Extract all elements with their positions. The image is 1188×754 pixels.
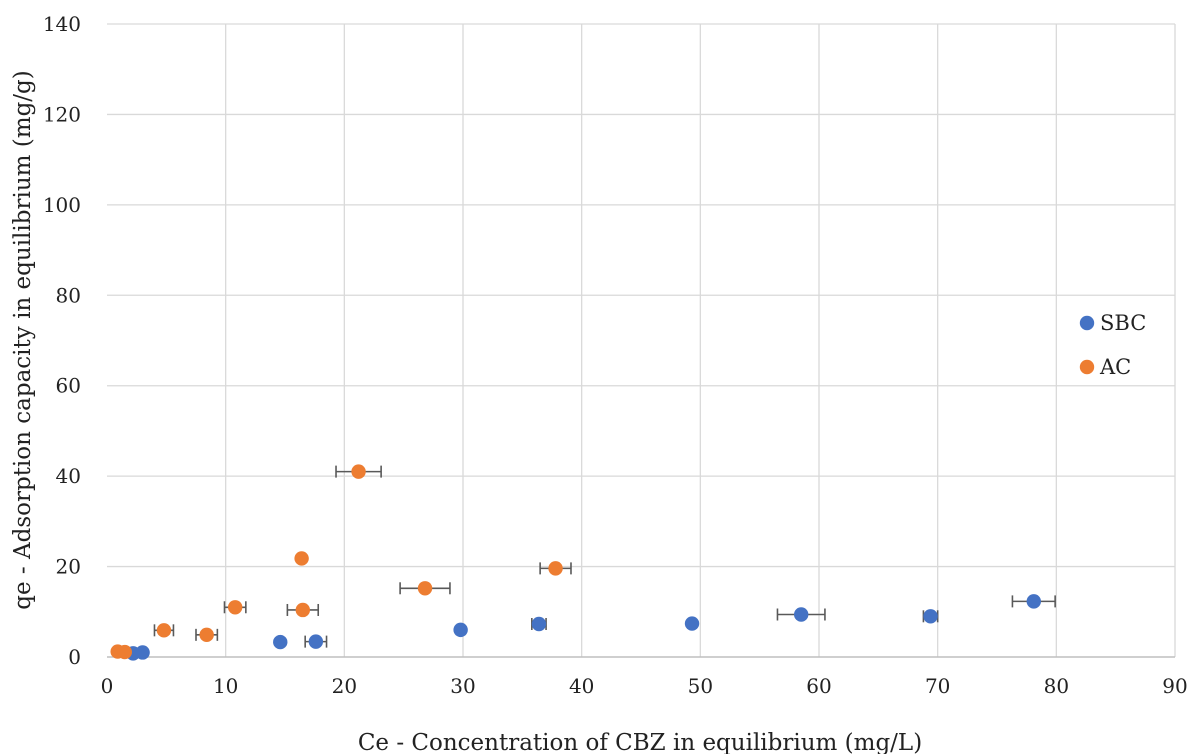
x-tick-label: 0 [101,674,114,698]
error-bars [153,465,1056,648]
sbc-point [273,634,288,650]
ac-point [227,600,243,615]
x-tick-label: 30 [450,674,475,698]
y-tick-labels: 0 20 40 60 80 100 120 140 [43,12,81,669]
x-tick-label: 10 [213,674,238,698]
sbc-point [923,609,938,624]
ac-point [295,602,310,618]
y-tick-label: 60 [56,374,81,398]
x-tick-label: 90 [1162,674,1187,698]
y-axis-title: qe - Adsorption capacity in equilibrium … [10,70,36,609]
sbc-point [684,616,700,631]
legend: SBC AC [1079,311,1146,379]
sbc-point [453,622,468,638]
sbc-point [794,607,809,622]
sbc-point [1026,594,1041,609]
y-tick-label: 140 [43,12,81,36]
ac-point [417,581,433,596]
legend-label-ac: AC [1099,355,1131,379]
x-axis-title: Ce - Concentration of CBZ in equilibrium… [358,730,922,754]
x-tick-labels: 0 10 20 30 40 50 60 70 80 90 [101,674,1188,698]
y-tick-label: 0 [68,645,81,669]
ac-point [117,644,132,660]
y-tick-label: 20 [56,555,81,579]
ac-point [294,551,309,566]
sbc-point [531,616,547,632]
y-tick-label: 120 [43,102,81,126]
data-points [110,464,1041,661]
x-tick-label: 80 [1044,674,1069,698]
ac-point [548,561,563,576]
ac-point [156,623,172,638]
legend-marker-sbc [1079,315,1095,331]
y-tick-label: 40 [56,464,81,488]
sbc-point [308,634,324,649]
x-tick-label: 20 [332,674,357,698]
x-tick-label: 60 [806,674,831,698]
legend-label-sbc: SBC [1100,311,1146,335]
y-tick-label: 100 [43,193,81,217]
ac-point [351,464,366,479]
ac-point [199,627,214,643]
grid-lines [107,23,1176,657]
x-tick-label: 40 [569,674,594,698]
legend-marker-ac [1079,359,1095,375]
sbc-point [135,645,150,660]
x-tick-label: 70 [925,674,950,698]
y-tick-label: 80 [56,283,81,307]
x-tick-label: 50 [688,674,713,698]
